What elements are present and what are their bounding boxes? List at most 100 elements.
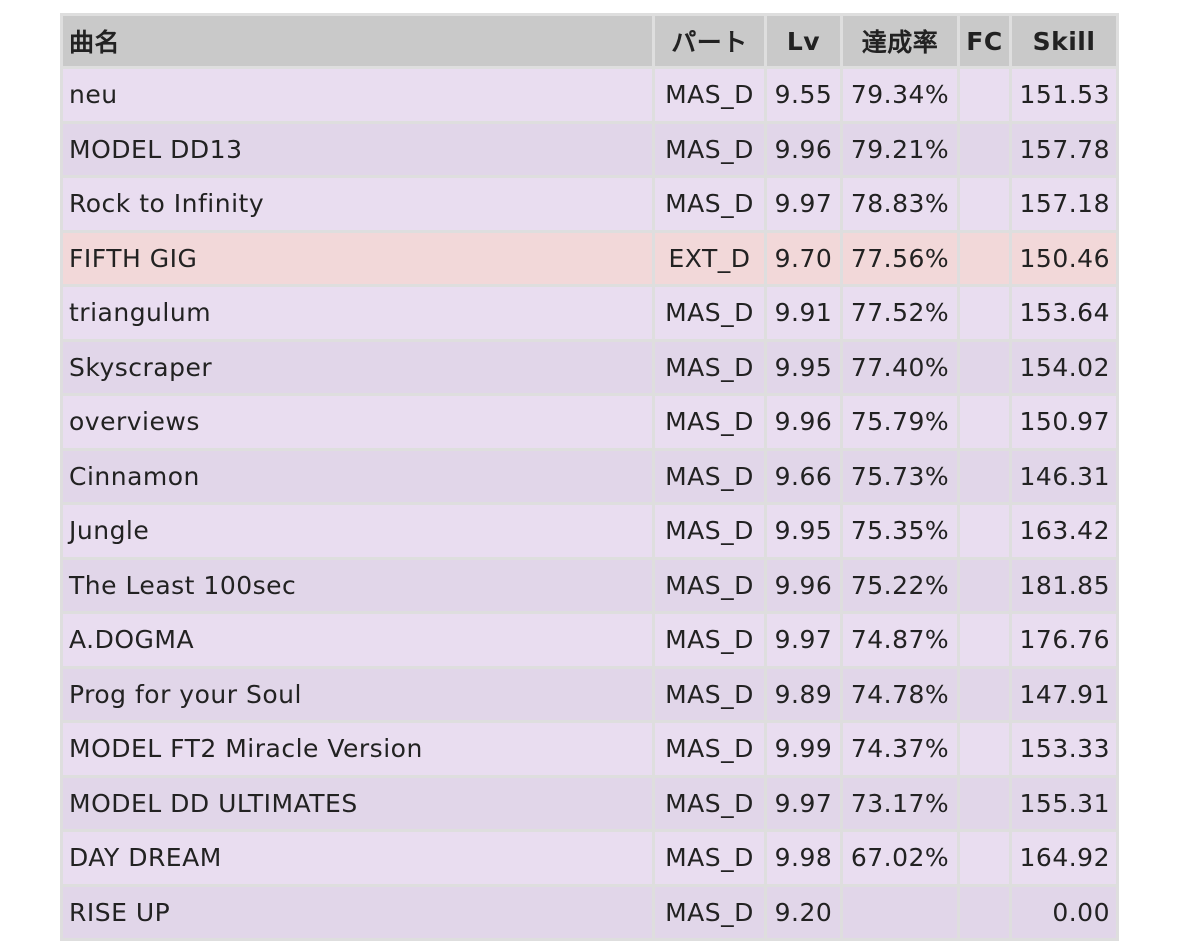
fc-cell (960, 668, 1009, 720)
skill-cell: 181.85 (1012, 559, 1116, 611)
lv-cell: 9.97 (767, 178, 840, 230)
lv-cell: 9.96 (767, 396, 840, 448)
fc-cell (960, 341, 1009, 393)
part-cell: MAS_D (655, 450, 764, 502)
table-row: Cinnamon MAS_D 9.66 75.73% 146.31 (63, 450, 1116, 502)
fc-cell (960, 832, 1009, 884)
name-cell: Jungle (63, 505, 652, 557)
table-row: Prog for your Soul MAS_D 9.89 74.78% 147.91 (63, 668, 1116, 720)
rate-cell: 74.37% (843, 723, 957, 775)
fc-cell (960, 287, 1009, 339)
lv-cell: 9.89 (767, 668, 840, 720)
name-cell: triangulum (63, 287, 652, 339)
rate-cell (843, 886, 957, 938)
name-cell: Prog for your Soul (63, 668, 652, 720)
part-cell: EXT_D (655, 232, 764, 284)
table-row: neu MAS_D 9.55 79.34% 151.53 (63, 69, 1116, 121)
lv-cell: 9.66 (767, 450, 840, 502)
fc-cell (960, 559, 1009, 611)
name-cell: RISE UP (63, 886, 652, 938)
name-cell: Skyscraper (63, 341, 652, 393)
table-row: Jungle MAS_D 9.95 75.35% 163.42 (63, 505, 1116, 557)
name-cell: MODEL DD13 (63, 123, 652, 175)
part-cell: MAS_D (655, 723, 764, 775)
fc-cell (960, 723, 1009, 775)
header-cell: Skill (1012, 16, 1116, 66)
rate-cell: 74.87% (843, 614, 957, 666)
fc-cell (960, 232, 1009, 284)
fc-cell (960, 450, 1009, 502)
lv-cell: 9.95 (767, 341, 840, 393)
rate-cell: 67.02% (843, 832, 957, 884)
fc-cell (960, 614, 1009, 666)
skill-cell: 0.00 (1012, 886, 1116, 938)
skill-cell: 154.02 (1012, 341, 1116, 393)
lv-cell: 9.91 (767, 287, 840, 339)
table-row: DAY DREAM MAS_D 9.98 67.02% 164.92 (63, 832, 1116, 884)
lv-cell: 9.97 (767, 614, 840, 666)
fc-cell (960, 69, 1009, 121)
part-cell: MAS_D (655, 396, 764, 448)
lv-cell: 9.96 (767, 123, 840, 175)
skill-cell: 146.31 (1012, 450, 1116, 502)
table-row: MODEL DD ULTIMATES MAS_D 9.97 73.17% 155.31 (63, 777, 1116, 829)
skill-cell: 150.46 (1012, 232, 1116, 284)
part-cell: MAS_D (655, 614, 764, 666)
lv-cell: 9.95 (767, 505, 840, 557)
table-row: overviews MAS_D 9.96 75.79% 150.97 (63, 396, 1116, 448)
skill-cell: 153.33 (1012, 723, 1116, 775)
name-cell: DAY DREAM (63, 832, 652, 884)
lv-cell: 9.20 (767, 886, 840, 938)
lv-cell: 9.70 (767, 232, 840, 284)
table-row: The Least 100sec MAS_D 9.96 75.22% 181.85 (63, 559, 1116, 611)
skill-cell: 163.42 (1012, 505, 1116, 557)
part-cell: MAS_D (655, 559, 764, 611)
name-cell: MODEL FT2 Miracle Version (63, 723, 652, 775)
skill-cell: 153.64 (1012, 287, 1116, 339)
name-cell: overviews (63, 396, 652, 448)
table-row: triangulum MAS_D 9.91 77.52% 153.64 (63, 287, 1116, 339)
name-cell: Rock to Infinity (63, 178, 652, 230)
rate-cell: 77.56% (843, 232, 957, 284)
table-body: neu MAS_D 9.55 79.34% 151.53 MODEL DD13 MAS_D 9… (63, 69, 1116, 938)
part-cell: MAS_D (655, 668, 764, 720)
rate-cell: 75.35% (843, 505, 957, 557)
table-row: MODEL DD13 MAS_D 9.96 79.21% 157.78 (63, 123, 1116, 175)
table-row: A.DOGMA MAS_D 9.97 74.87% 176.76 (63, 614, 1116, 666)
rate-cell: 75.79% (843, 396, 957, 448)
rate-cell: 73.17% (843, 777, 957, 829)
fc-cell (960, 777, 1009, 829)
name-cell: FIFTH GIG (63, 232, 652, 284)
part-cell: MAS_D (655, 287, 764, 339)
lv-cell: 9.96 (767, 559, 840, 611)
part-cell: MAS_D (655, 777, 764, 829)
part-cell: MAS_D (655, 505, 764, 557)
name-cell: Cinnamon (63, 450, 652, 502)
skill-cell: 157.78 (1012, 123, 1116, 175)
skill-cell: 176.76 (1012, 614, 1116, 666)
part-cell: MAS_D (655, 178, 764, 230)
skill-cell: 155.31 (1012, 777, 1116, 829)
skill-cell: 151.53 (1012, 69, 1116, 121)
lv-cell: 9.97 (767, 777, 840, 829)
lv-cell: 9.55 (767, 69, 840, 121)
rate-cell: 79.21% (843, 123, 957, 175)
table-row: MODEL FT2 Miracle Version MAS_D 9.99 74.37%… (63, 723, 1116, 775)
part-cell: MAS_D (655, 886, 764, 938)
header-cell: 曲名 (63, 16, 652, 66)
header-cell: 達成率 (843, 16, 957, 66)
fc-cell (960, 505, 1009, 557)
part-cell: MAS_D (655, 341, 764, 393)
fc-cell (960, 123, 1009, 175)
name-cell: neu (63, 69, 652, 121)
rate-cell: 75.22% (843, 559, 957, 611)
table-row: Skyscraper MAS_D 9.95 77.40% 154.02 (63, 341, 1116, 393)
rate-cell: 77.40% (843, 341, 957, 393)
rate-cell: 75.73% (843, 450, 957, 502)
skill-cell: 147.91 (1012, 668, 1116, 720)
table-row: RISE UP MAS_D 9.20 0.00 (63, 886, 1116, 938)
fc-cell (960, 396, 1009, 448)
skill-cell: 157.18 (1012, 178, 1116, 230)
skill-cell: 150.97 (1012, 396, 1116, 448)
